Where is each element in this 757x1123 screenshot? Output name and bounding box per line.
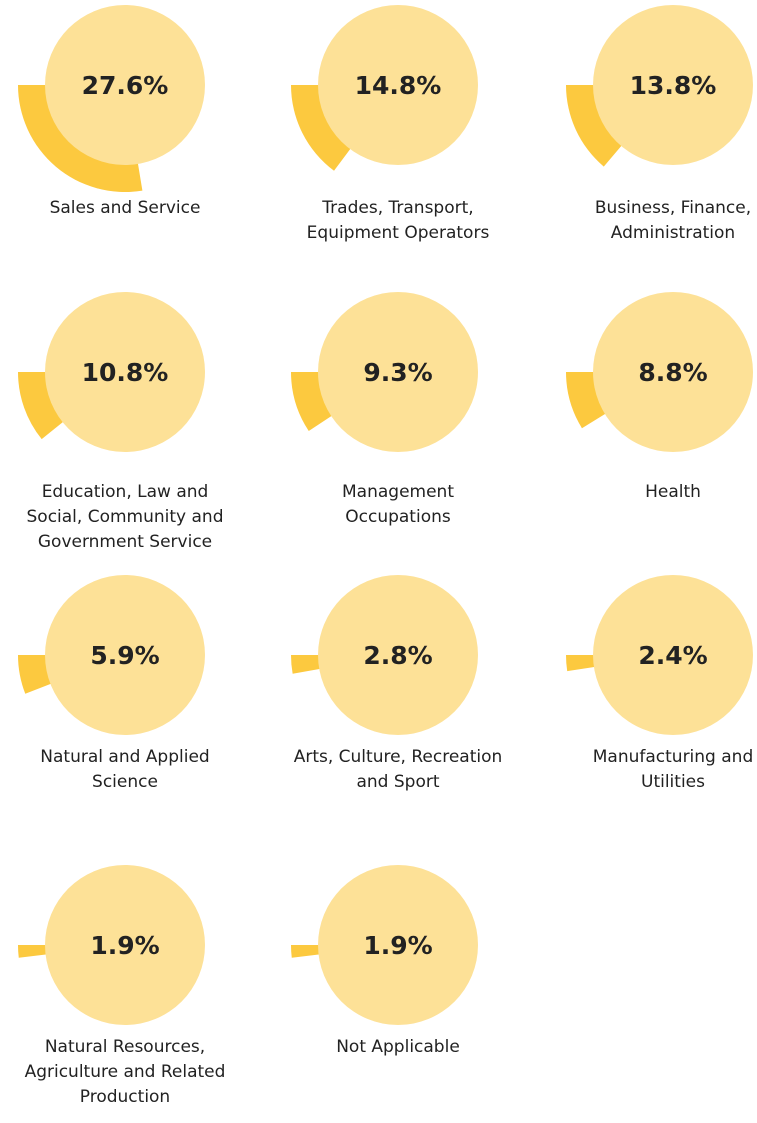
value-label: 14.8%	[355, 71, 442, 100]
category-label: Not Applicable	[336, 1037, 460, 1057]
pie-base	[45, 292, 205, 452]
category-label: Business, Finance, Administration	[594, 198, 752, 243]
category-label: Management Occupations	[342, 482, 454, 527]
category-label: Natural Resources, Agriculture and Relat…	[24, 1037, 226, 1107]
value-label: 27.6%	[82, 71, 169, 100]
pie-base	[45, 575, 205, 735]
pie-base	[318, 865, 478, 1025]
pie-base	[593, 5, 753, 165]
value-label: 8.8%	[638, 358, 707, 387]
category-label: Natural and Applied Science	[40, 747, 210, 792]
category-label: Health	[645, 482, 701, 502]
pie-base	[318, 5, 478, 165]
pie-base	[45, 865, 205, 1025]
pie-base	[318, 292, 478, 452]
category-label: Education, Law and Social, Community and…	[26, 482, 224, 552]
value-label: 5.9%	[90, 641, 159, 670]
pie-base	[593, 575, 753, 735]
value-label: 2.4%	[638, 641, 707, 670]
value-label: 1.9%	[363, 931, 432, 960]
category-label: Trades, Transport, Equipment Operators	[306, 198, 490, 243]
category-label: Manufacturing and Utilities	[592, 747, 754, 792]
value-label: 1.9%	[90, 931, 159, 960]
pie-base	[318, 575, 478, 735]
value-label: 2.8%	[363, 641, 432, 670]
pie-base	[593, 292, 753, 452]
value-label: 13.8%	[630, 71, 717, 100]
category-label: Arts, Culture, Recreation and Sport	[293, 747, 503, 792]
pie-base	[45, 5, 205, 165]
value-label: 9.3%	[363, 358, 432, 387]
category-label: Sales and Service	[49, 198, 201, 218]
value-label: 10.8%	[82, 358, 169, 387]
